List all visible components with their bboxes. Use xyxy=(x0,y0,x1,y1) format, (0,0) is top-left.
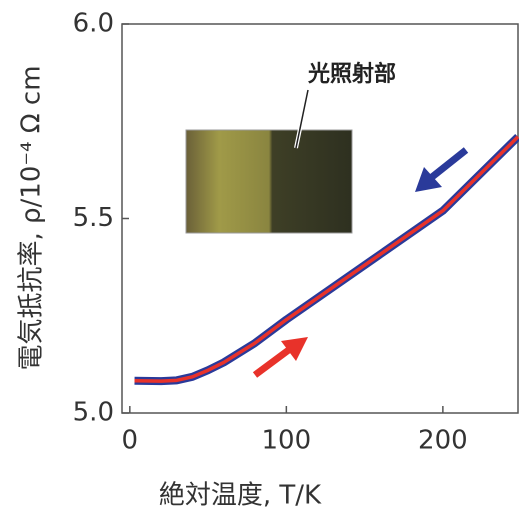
x-axis-label: 絶対温度, T/K xyxy=(159,481,322,511)
photo-inset xyxy=(186,130,352,233)
x-tick-label: 0 xyxy=(122,426,139,456)
page: 光照射部 絶対温度, T/K 電気抵抗率, ρ/10⁻⁴ Ω cm 5.0 5.5… xyxy=(0,0,519,514)
x-tick-label: 200 xyxy=(418,426,468,456)
red-arrow xyxy=(255,337,308,375)
y-tick-label: 5.0 xyxy=(73,398,114,428)
blue-arrow xyxy=(415,150,466,192)
y-tick-label: 6.0 xyxy=(73,9,114,39)
y-axis-label: 電気抵抗率, ρ/10⁻⁴ Ω cm xyxy=(17,65,47,370)
y-tick-label: 5.5 xyxy=(73,203,114,233)
annotation: 光照射部 xyxy=(307,61,396,87)
chart: 光照射部 絶対温度, T/K 電気抵抗率, ρ/10⁻⁴ Ω cm 5.0 5.5… xyxy=(0,0,519,514)
x-tick-label: 100 xyxy=(262,426,312,456)
